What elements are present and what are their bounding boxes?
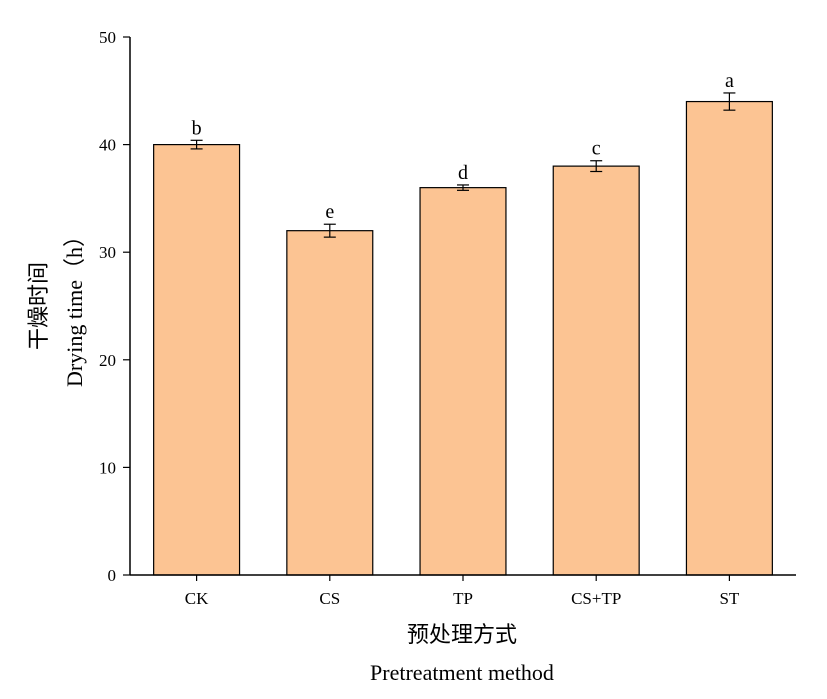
x-tick-label: ST (719, 589, 739, 608)
y-axis-title-cn: 干燥时间 (26, 262, 51, 350)
bar-cs (286, 230, 374, 576)
significance-letter: d (458, 162, 468, 184)
error-bars-group (190, 92, 736, 238)
bar-cs-tp (552, 165, 640, 576)
y-ticks-group: 0 10 20 30 40 50 (99, 28, 130, 585)
x-tick-label: TP (453, 589, 473, 608)
y-tick-label: 20 (99, 351, 116, 370)
x-tick-label: CS+TP (571, 589, 621, 608)
significance-letter: a (725, 70, 734, 92)
y-tick-label: 10 (99, 458, 116, 477)
x-tick-label: CS (319, 589, 340, 608)
significance-letter: e (325, 201, 334, 223)
y-tick-label: 40 (99, 136, 116, 155)
significance-letter: c (592, 138, 601, 160)
y-axis-title-en: Drying time（h） (62, 225, 87, 387)
y-tick-label: 0 (108, 566, 117, 585)
significance-letter: b (192, 117, 202, 139)
y-tick-label: 30 (99, 243, 116, 262)
x-ticks-group: CK CS TP CS+TP ST (185, 575, 740, 608)
x-tick-label: CK (185, 589, 209, 608)
x-axis-title-cn: 预处理方式 (407, 622, 517, 647)
significance-letters-group: b e d c a (192, 70, 734, 223)
bar-tp (419, 187, 507, 576)
x-axis-title-en: Pretreatment method (370, 660, 554, 685)
bar-st (685, 100, 773, 576)
bar-ck (153, 144, 241, 576)
y-tick-label: 50 (99, 28, 116, 47)
